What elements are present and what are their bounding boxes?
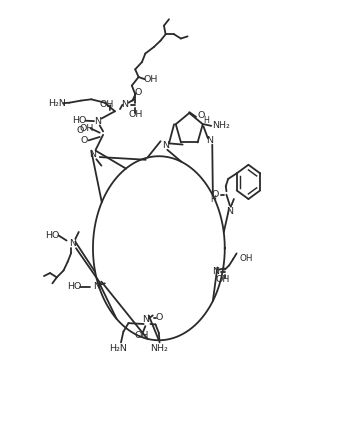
Text: N: N [90,150,96,160]
Text: O: O [197,111,204,120]
Text: N: N [95,117,101,127]
Text: O: O [212,190,219,199]
Text: O: O [155,313,163,322]
Text: OH: OH [216,275,230,284]
Text: OH: OH [135,331,149,341]
Text: N: N [226,207,233,217]
Text: N: N [69,239,76,249]
Text: N: N [162,141,169,150]
Text: N: N [122,100,128,110]
Text: O: O [76,126,84,135]
Text: H₂N: H₂N [49,99,66,108]
Text: O: O [81,136,88,145]
Text: N: N [142,315,149,324]
Text: H: H [203,116,209,125]
Text: H₂N: H₂N [109,344,126,354]
Text: HO: HO [67,282,81,291]
Text: N: N [206,136,213,145]
Text: NH₂: NH₂ [212,121,230,131]
Text: OH: OH [79,124,93,133]
Text: HO: HO [45,231,59,240]
Text: OH: OH [99,100,114,110]
Text: N: N [212,267,219,276]
Text: NH₂: NH₂ [151,344,168,354]
Text: OH: OH [128,110,142,119]
Text: OH: OH [240,254,254,264]
Text: N: N [93,282,100,291]
Text: HO: HO [72,116,87,125]
Text: O: O [135,87,142,97]
Text: H: H [210,195,216,205]
Text: OH: OH [143,74,158,84]
